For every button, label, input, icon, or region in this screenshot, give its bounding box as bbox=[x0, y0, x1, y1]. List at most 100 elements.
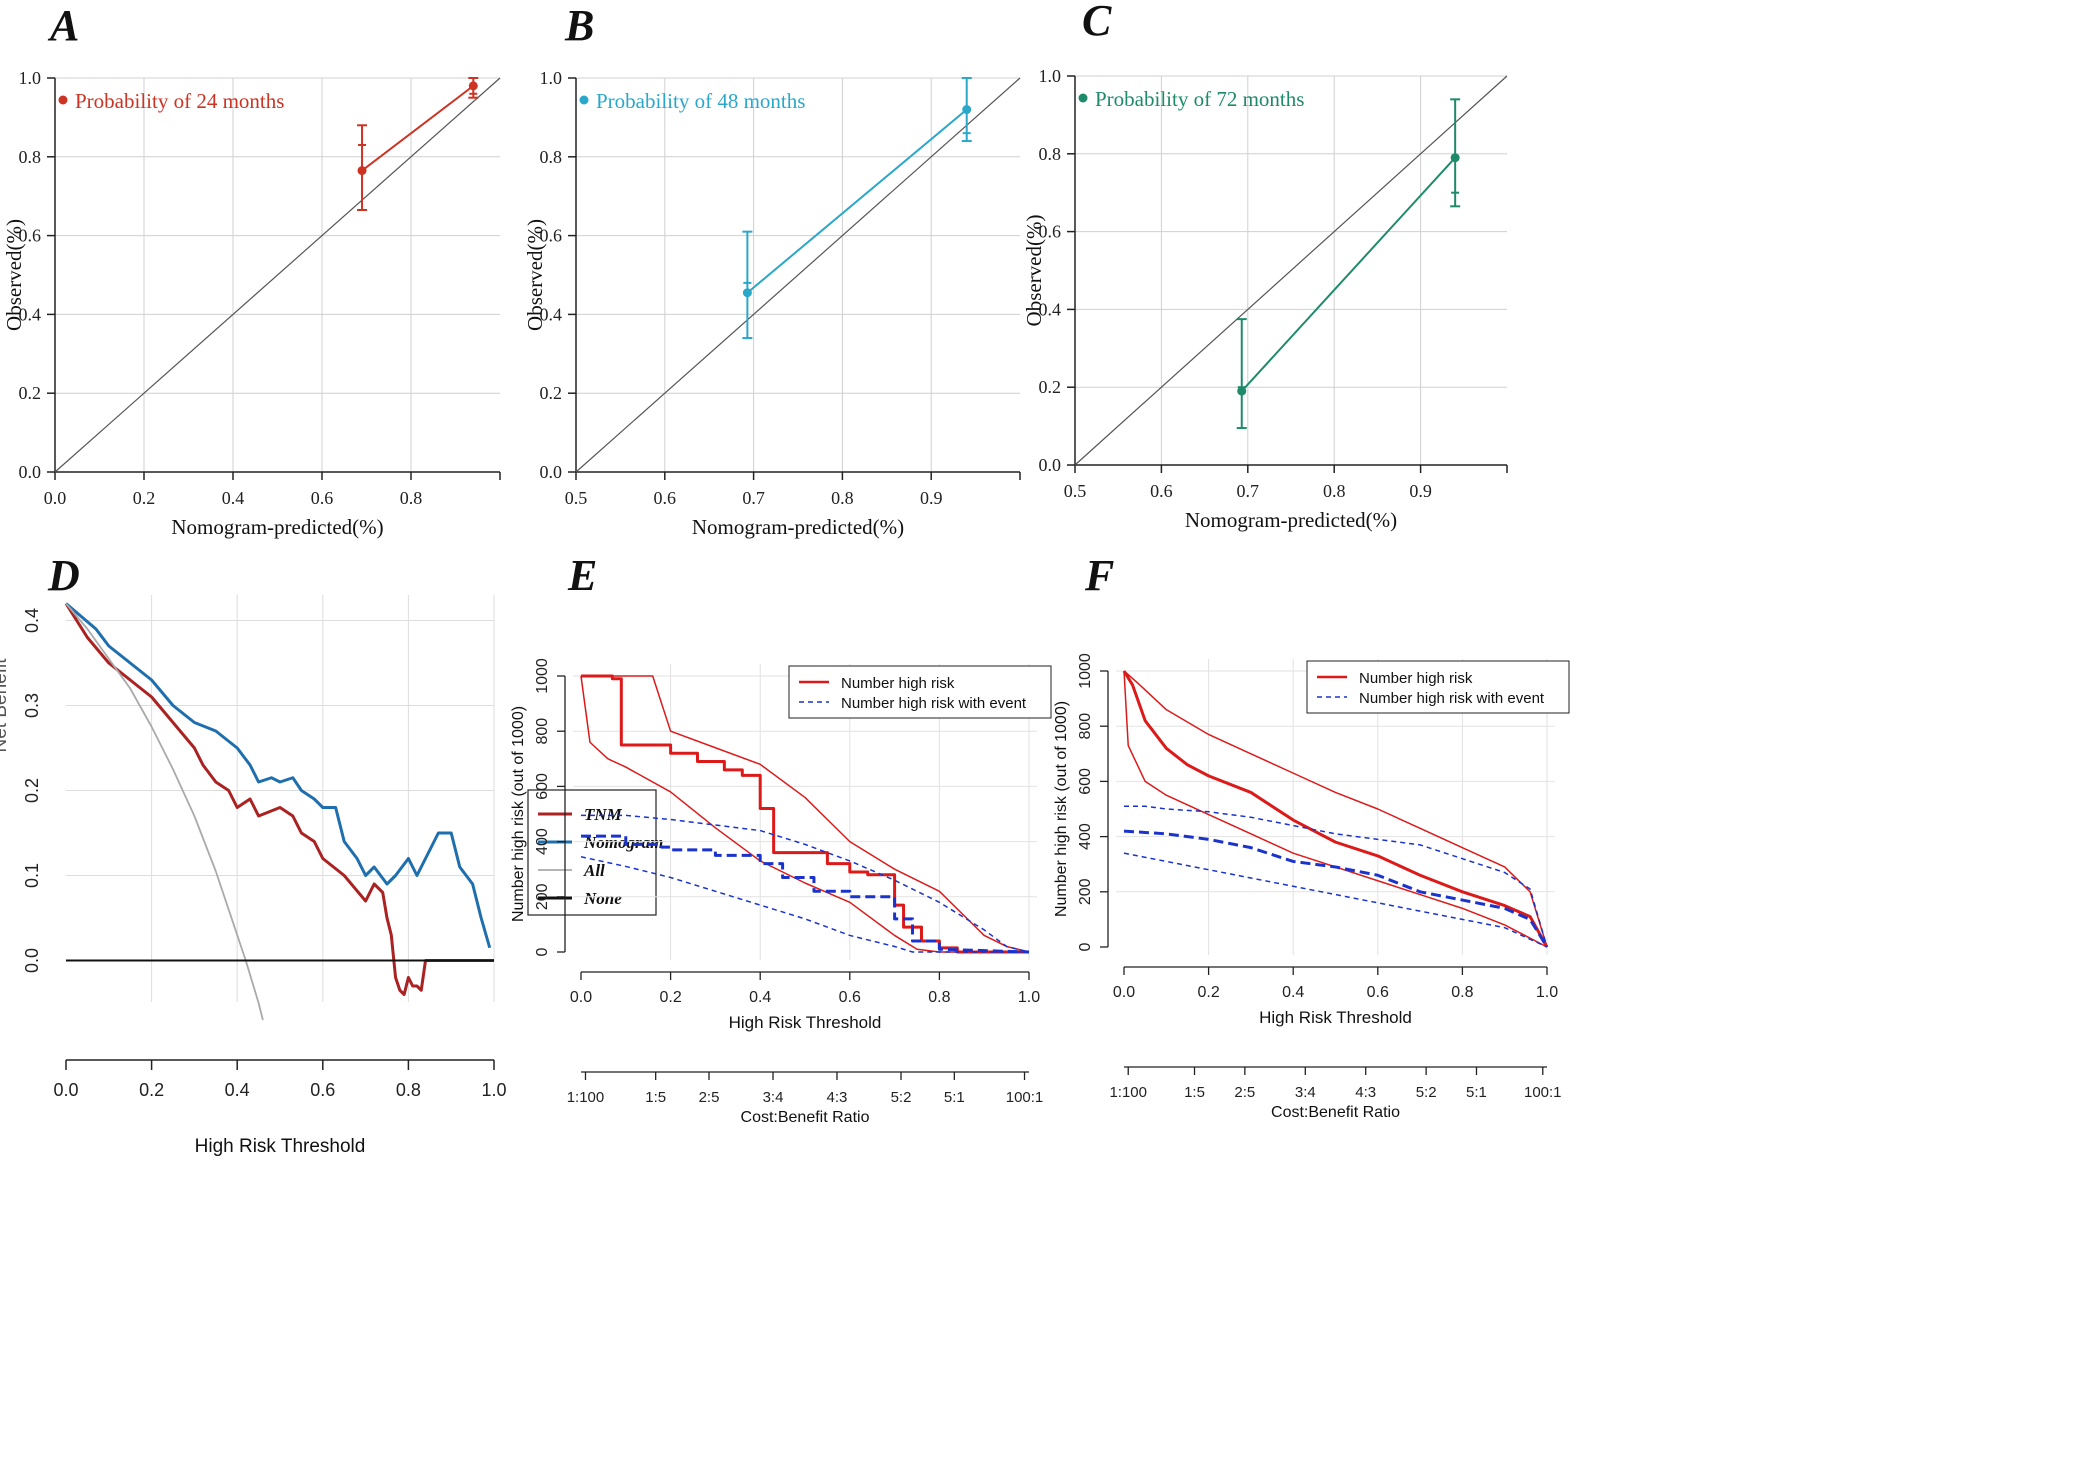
ratio-tick-label: 5:1 bbox=[1466, 1084, 1487, 1101]
series-line-nomogram bbox=[65, 602, 492, 949]
y-tick-label: 0.2 bbox=[19, 383, 42, 403]
legend-label: Number high risk bbox=[841, 675, 955, 692]
y-tick-label: 600 bbox=[1077, 768, 1094, 795]
y-tick-label: 200 bbox=[1077, 878, 1094, 905]
x-tick-label: 0.5 bbox=[1064, 481, 1087, 501]
y-tick-label: 1.0 bbox=[19, 68, 42, 88]
ratio-tick-label: 1:5 bbox=[1184, 1084, 1205, 1101]
y-tick-label: 1.0 bbox=[540, 68, 563, 88]
y-tick-label: 1000 bbox=[1077, 653, 1094, 689]
x-tick-label: 0.6 bbox=[654, 488, 677, 508]
ratio-tick-label: 1:100 bbox=[1109, 1084, 1147, 1101]
reference-line bbox=[575, 77, 1021, 473]
data-point bbox=[742, 288, 752, 298]
x-axis-label: High Risk Threshold bbox=[729, 1013, 882, 1032]
x-tick-label: 0.0 bbox=[1113, 984, 1135, 1001]
legend-marker bbox=[579, 95, 589, 105]
y-tick-label: 0.6 bbox=[19, 226, 42, 246]
ratio-tick-label: 2:5 bbox=[1234, 1084, 1255, 1101]
legend-box bbox=[788, 665, 1052, 719]
y-tick-label: 600 bbox=[534, 773, 551, 800]
legend-label: TNM bbox=[584, 805, 623, 824]
y-tick-label: 400 bbox=[534, 828, 551, 855]
series-line bbox=[581, 674, 1029, 954]
x-tick-label: 0.9 bbox=[920, 488, 943, 508]
y-tick-label: 1000 bbox=[534, 658, 551, 694]
y-axis-label: Observed(%) bbox=[523, 219, 547, 331]
data-point bbox=[962, 105, 972, 115]
legend-label: None bbox=[583, 889, 622, 908]
y-axis-label: Number high risk (out of 1000) bbox=[510, 706, 527, 922]
x-tick-label: 0.0 bbox=[570, 989, 592, 1006]
y-tick-label: 0.4 bbox=[19, 304, 42, 324]
x-tick-label: 0.8 bbox=[400, 488, 423, 508]
series-line bbox=[1124, 805, 1548, 948]
ratio-tick-label: 1:5 bbox=[645, 1089, 666, 1106]
calibration-line bbox=[1241, 157, 1456, 392]
panel-f: F 0.0 0.2 0.4 0.6 0.8 1.0 0 200 400 600 800 1000 High… bbox=[1053, 551, 1570, 1121]
legend-label: Number high risk bbox=[1359, 670, 1473, 687]
x-tick-label: 0.6 bbox=[1367, 984, 1389, 1001]
ratio-tick-label: 2:5 bbox=[699, 1089, 720, 1106]
x-tick-label: 0.7 bbox=[742, 488, 765, 508]
panel-letter: B bbox=[564, 1, 594, 50]
ratio-tick-label: 100:1 bbox=[1006, 1089, 1044, 1106]
x-tick-label: 0.6 bbox=[1150, 481, 1173, 501]
y-tick-label: 200 bbox=[534, 883, 551, 910]
y-axis-label: Observed(%) bbox=[1022, 215, 1046, 327]
x-axis-label: High Risk Threshold bbox=[1259, 1008, 1412, 1027]
y-tick-label: 0.1 bbox=[22, 863, 42, 888]
panel-a: A 0.0 0.2 0.4 0.6 0.8 0.0 0.2 0.4 0.6 0.8 1.0 Nomogr… bbox=[2, 1, 501, 539]
panel-c: C 0.5 0.6 0.7 0.8 0.9 0.0 0.2 0.4 0.6 0.8 1.0 Nomogr… bbox=[1022, 0, 1508, 532]
ratio-tick-label: 5:2 bbox=[891, 1089, 912, 1106]
data-point bbox=[1237, 386, 1247, 396]
x-tick-label: 0.5 bbox=[565, 488, 588, 508]
series-line bbox=[581, 814, 1030, 953]
data-point bbox=[468, 81, 478, 91]
series-line bbox=[1122, 670, 1549, 948]
legend-box bbox=[527, 789, 657, 916]
series-line bbox=[1123, 829, 1549, 948]
panel-letter: C bbox=[1082, 0, 1112, 45]
y-axis-label: Number high risk (out of 1000) bbox=[1053, 701, 1070, 917]
x-tick-label: 1.0 bbox=[481, 1080, 506, 1100]
x-tick-label: 0.8 bbox=[1451, 984, 1473, 1001]
y-tick-label: 0.0 bbox=[540, 462, 563, 482]
y-axis-label: Net Benefit bbox=[0, 658, 11, 753]
x-axis-label: Nomogram-predicted(%) bbox=[692, 515, 904, 539]
calibration-line bbox=[361, 85, 474, 172]
x-tick-label: 0.2 bbox=[659, 989, 681, 1006]
legend-label: Nomogram bbox=[583, 833, 663, 852]
x-tick-label: 0.8 bbox=[928, 989, 950, 1006]
ratio-tick-label: 3:4 bbox=[1295, 1084, 1316, 1101]
y-tick-label: 800 bbox=[1077, 713, 1094, 740]
x-tick-label: 0.6 bbox=[310, 1080, 335, 1100]
x-tick-label: 0.8 bbox=[1323, 481, 1346, 501]
x-axis-label: Nomogram-predicted(%) bbox=[171, 515, 383, 539]
legend-label: Probability of 24 months bbox=[75, 89, 284, 113]
data-point bbox=[1450, 153, 1460, 163]
y-tick-label: 0.3 bbox=[22, 693, 42, 718]
y-tick-label: 0 bbox=[534, 947, 551, 956]
x-axis-label: Nomogram-predicted(%) bbox=[1185, 508, 1397, 532]
y-tick-label: 800 bbox=[534, 718, 551, 745]
y-tick-label: 0.0 bbox=[22, 948, 42, 973]
legend-label: Probability of 48 months bbox=[596, 89, 805, 113]
x-tick-label: 0.6 bbox=[839, 989, 861, 1006]
reference-line bbox=[1074, 75, 1508, 466]
x-tick-label: 1.0 bbox=[1536, 984, 1558, 1001]
ratio-tick-label: 3:4 bbox=[763, 1089, 784, 1106]
x-tick-label: 0.8 bbox=[831, 488, 854, 508]
y-tick-label: 0.8 bbox=[1039, 144, 1062, 164]
ratio-axis-label: Cost:Benefit Ratio bbox=[741, 1109, 870, 1126]
x-tick-label: 0.8 bbox=[396, 1080, 421, 1100]
y-tick-label: 0.6 bbox=[540, 226, 563, 246]
y-axis-label: Observed(%) bbox=[2, 219, 26, 331]
y-tick-label: 400 bbox=[1077, 823, 1094, 850]
series-line bbox=[581, 834, 1030, 954]
series-line-all bbox=[65, 602, 264, 1021]
x-tick-label: 0.2 bbox=[139, 1080, 164, 1100]
panel-letter: D bbox=[47, 551, 80, 600]
